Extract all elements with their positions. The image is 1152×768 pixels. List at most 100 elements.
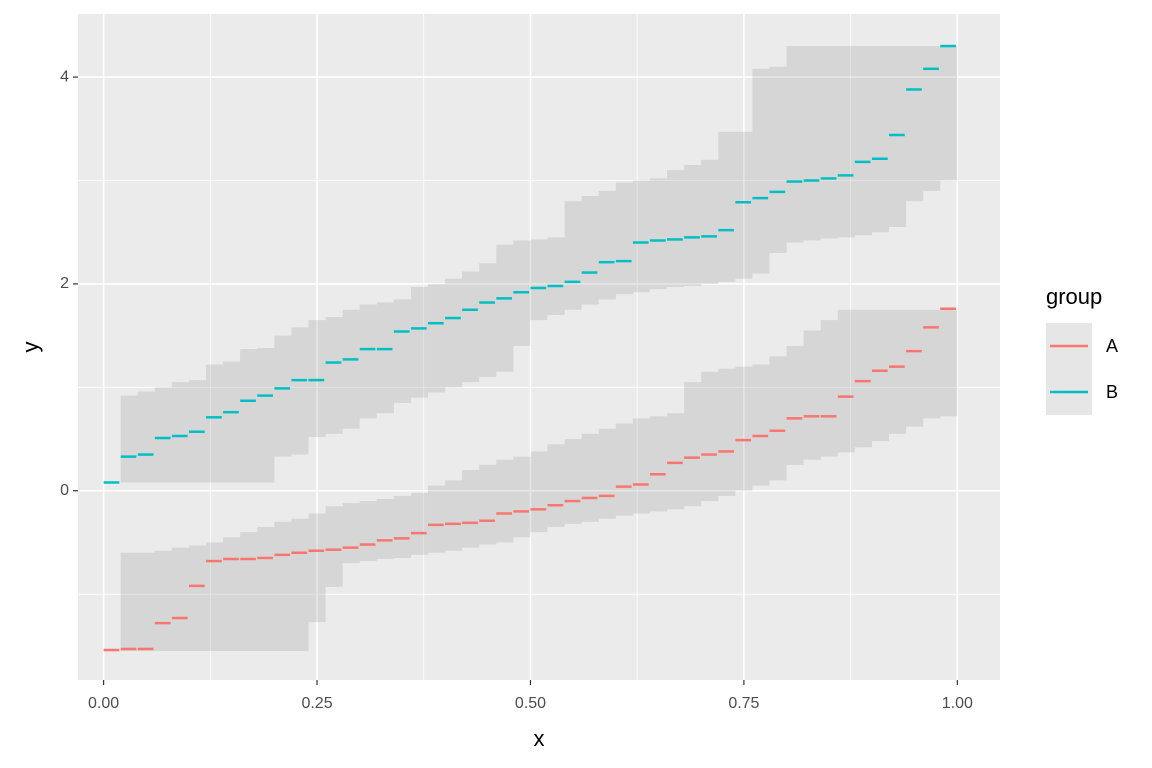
axes: 0.00 0.25 0.50 0.75 1.00 0 2 4 xyxy=(60,68,973,712)
ribbon-step xyxy=(120,395,138,483)
ribbon-step xyxy=(325,506,343,587)
legend: group A B xyxy=(1046,284,1118,415)
legend-title: group xyxy=(1046,284,1102,309)
ribbon-step xyxy=(684,164,702,286)
y-tick-label: 0 xyxy=(60,482,69,499)
x-axis-label: x xyxy=(534,726,545,751)
ribbon-step xyxy=(786,345,804,465)
ribbon-step xyxy=(393,299,411,403)
ribbon-step xyxy=(342,309,360,429)
ribbon-step xyxy=(735,131,753,279)
ribbon-step xyxy=(598,190,616,300)
ribbon-step xyxy=(718,368,736,496)
ribbon-step xyxy=(530,451,548,533)
ribbon-step xyxy=(940,309,958,417)
ribbon-step xyxy=(752,68,770,274)
ribbon-step xyxy=(837,46,855,238)
ribbon-step xyxy=(240,532,258,652)
x-tick-label: 0.25 xyxy=(301,695,332,712)
ribbon-step xyxy=(547,444,565,527)
ribbon-step xyxy=(649,178,668,290)
ribbon-step xyxy=(513,456,531,538)
ribbon-step xyxy=(632,180,650,293)
ribbon-step xyxy=(940,46,958,181)
ribbon-step xyxy=(837,309,855,453)
ribbon-step xyxy=(615,423,633,516)
ribbon-step xyxy=(906,309,924,427)
legend-label: B xyxy=(1106,382,1118,402)
ribbon-step xyxy=(223,361,241,483)
ribbon-step xyxy=(598,428,616,519)
ribbon-step xyxy=(291,518,309,652)
y-tick-label: 4 xyxy=(60,68,69,85)
ribbon-step xyxy=(188,545,207,652)
ribbon-step xyxy=(240,349,258,483)
ribbon-step xyxy=(308,513,326,623)
ribbon-step xyxy=(462,271,480,383)
ribbon-step xyxy=(496,459,514,543)
x-tick-label: 1.00 xyxy=(942,695,973,712)
ribbon-step xyxy=(359,304,377,419)
ribbon-step xyxy=(615,182,633,295)
ribbon-step xyxy=(923,46,941,191)
ribbon-step xyxy=(462,470,480,548)
ribbon-step xyxy=(871,46,890,233)
ribbon-step xyxy=(154,387,172,483)
ribbon-step xyxy=(342,503,360,564)
ribbon-step xyxy=(376,302,394,414)
ribbon-step xyxy=(803,330,821,460)
ribbon-step xyxy=(359,501,377,562)
ribbon-step xyxy=(137,552,155,652)
ribbon-step xyxy=(479,263,497,377)
ribbon-step xyxy=(257,348,275,483)
ribbon-step xyxy=(291,327,309,455)
ribbon-step xyxy=(718,131,736,282)
ribbon-step xyxy=(564,439,582,524)
ribbon-step xyxy=(206,542,224,652)
panel xyxy=(78,14,1000,680)
y-tick-label: 2 xyxy=(60,275,69,292)
ribbon-step xyxy=(445,480,463,551)
ribbon-step xyxy=(684,382,702,507)
ribbon-step xyxy=(923,309,941,419)
ribbon-step xyxy=(308,320,326,437)
ribbon-step xyxy=(257,526,275,652)
lines xyxy=(103,44,956,652)
ribbon-step xyxy=(445,278,463,388)
x-tick-label: 0.50 xyxy=(515,695,546,712)
ribbon-step xyxy=(137,391,155,483)
ribbon-step xyxy=(393,495,411,558)
ribbon-step xyxy=(820,320,838,457)
ribbon-step xyxy=(820,46,838,239)
ribbon-step xyxy=(889,46,907,228)
y-axis-label: y xyxy=(18,342,43,353)
ribbon-step xyxy=(428,283,446,393)
ribbon-step xyxy=(769,66,787,253)
ribbon-step xyxy=(410,287,429,398)
ribbon-step xyxy=(701,159,719,284)
ribbon-step xyxy=(581,433,599,522)
ribbon-step xyxy=(786,46,804,243)
ribbon-step xyxy=(581,196,599,305)
legend-label: A xyxy=(1106,336,1118,356)
ribbon-step xyxy=(564,201,582,310)
ribbon-step xyxy=(667,413,685,510)
ribbon-step xyxy=(496,244,514,372)
ribbon-step xyxy=(428,485,446,553)
grid xyxy=(78,14,1000,680)
ribbon-step xyxy=(701,371,719,502)
ribbon-step xyxy=(632,418,650,514)
ribbon-step xyxy=(649,416,668,512)
ribbon-step xyxy=(854,46,872,236)
ribbon-step xyxy=(274,521,292,652)
ribbon-step xyxy=(871,309,890,442)
x-tick-label: 0.75 xyxy=(728,695,759,712)
ribbon-step xyxy=(854,309,872,448)
ribbon-step xyxy=(171,382,189,483)
ribbon-step xyxy=(274,335,292,457)
ribbon-step xyxy=(376,499,394,560)
ribbon-step xyxy=(206,364,224,483)
ribbon-step xyxy=(752,364,770,486)
ribbon-step xyxy=(479,464,497,545)
